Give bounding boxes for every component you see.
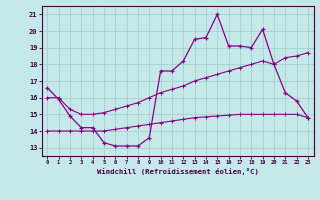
X-axis label: Windchill (Refroidissement éolien,°C): Windchill (Refroidissement éolien,°C) [97,168,259,175]
